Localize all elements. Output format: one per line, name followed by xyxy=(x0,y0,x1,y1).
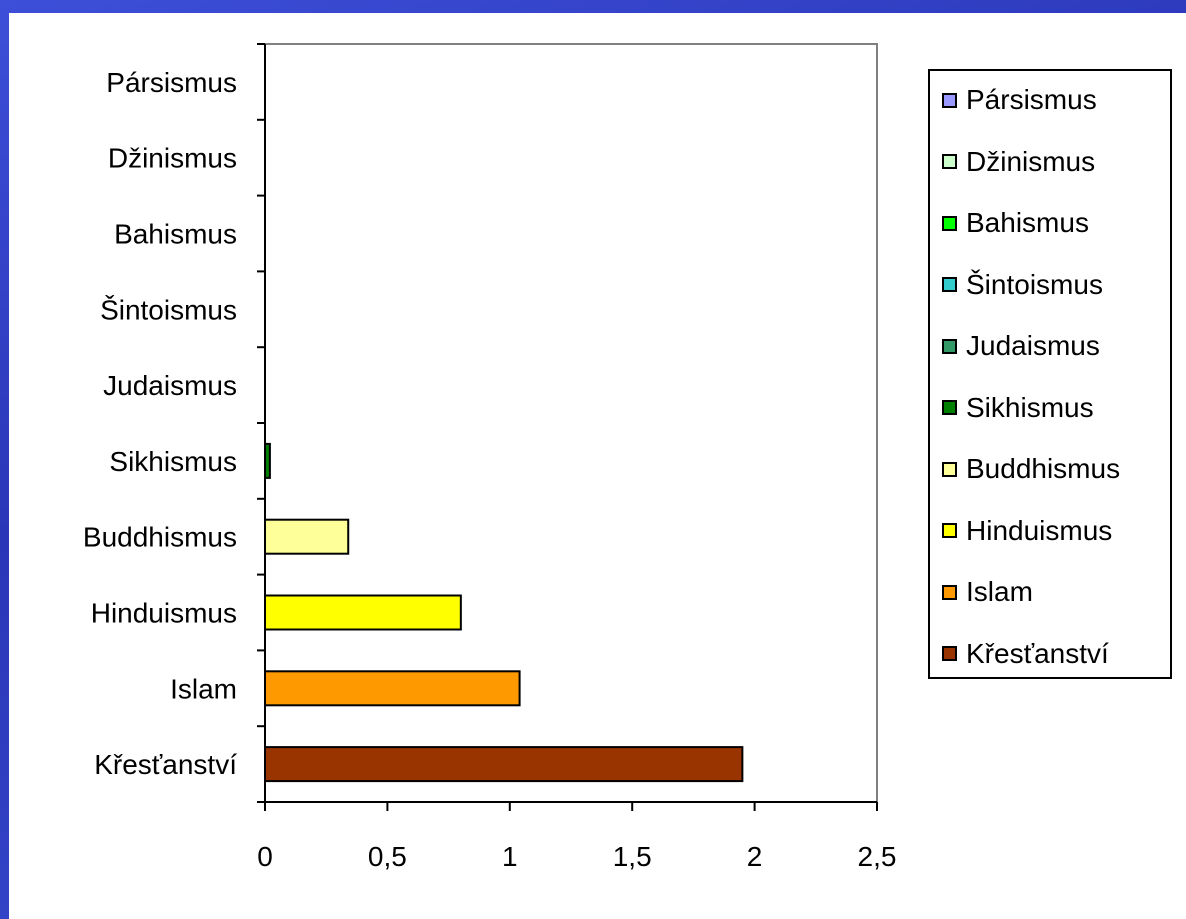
bar-2 xyxy=(264,594,462,631)
legend-item: Pársismus xyxy=(942,84,1097,115)
chart-legend: Pársismus Džinismus Bahismus Šintoismus Juda… xyxy=(928,69,1172,679)
legend-label: Bahismus xyxy=(966,207,1089,238)
legend-swatch xyxy=(942,338,957,354)
y-tick-label: Pársismus xyxy=(106,67,237,98)
legend-item: Bahismus xyxy=(942,207,1089,238)
legend-item: Džinismus xyxy=(942,145,1096,177)
x-tick-label: 1 xyxy=(502,841,518,872)
legend-label: Buddhismus xyxy=(966,453,1121,484)
legend-item: Buddhismus xyxy=(942,453,1121,484)
legend-swatch xyxy=(942,523,957,538)
y-tick-label: Džinismus xyxy=(108,143,237,174)
plot-area: Křesťanství Islam Hinduismus Buddhismus Sikh… xyxy=(83,43,897,872)
x-tick-label: 0,5 xyxy=(368,841,407,872)
y-tick-label: Buddhismus xyxy=(83,522,237,553)
legend-item: Křesťanství xyxy=(942,637,1109,669)
y-tick-label: Judaismus xyxy=(103,370,237,401)
legend-swatch xyxy=(942,154,957,169)
legend-swatch xyxy=(942,646,957,661)
x-tick-label: 2,5 xyxy=(858,841,897,872)
y-tick-label: Islam xyxy=(170,673,237,704)
legend-swatch xyxy=(942,400,957,415)
legend-item: Hinduismus xyxy=(942,514,1113,546)
y-tick-label: Sikhismus xyxy=(109,446,237,477)
legend-item: Šintoismus xyxy=(942,268,1103,300)
legend-swatch xyxy=(942,584,957,600)
legend-label: Džinismus xyxy=(966,145,1096,177)
legend-item: Sikhismus xyxy=(942,391,1094,423)
legend-label: Křesťanství xyxy=(966,637,1109,669)
x-tick-label: 2 xyxy=(747,841,763,872)
x-tick-label: 0 xyxy=(257,841,273,872)
legend-swatch xyxy=(942,461,957,477)
y-tick-label: Křesťanství xyxy=(94,749,237,780)
y-tick-label: Bahismus xyxy=(114,219,237,250)
legend-label: Šintoismus xyxy=(966,268,1103,300)
legend-item: Islam xyxy=(942,576,1033,607)
legend-swatch xyxy=(942,92,957,108)
y-tick-label: Šintoismus xyxy=(100,294,237,325)
bar-1 xyxy=(264,670,521,707)
legend-label: Islam xyxy=(966,576,1033,607)
legend-label: Judaismus xyxy=(966,330,1100,361)
legend-item: Judaismus xyxy=(942,330,1100,361)
x-tick-label: 1,5 xyxy=(613,841,652,872)
bar-3 xyxy=(264,518,350,555)
legend-label: Hinduismus xyxy=(966,514,1113,546)
legend-swatch xyxy=(942,277,957,292)
legend-swatch xyxy=(942,215,957,231)
legend-label: Pársismus xyxy=(966,84,1097,115)
y-tick-label: Hinduismus xyxy=(91,598,237,629)
bar-0 xyxy=(264,746,744,783)
legend-label: Sikhismus xyxy=(966,391,1094,423)
